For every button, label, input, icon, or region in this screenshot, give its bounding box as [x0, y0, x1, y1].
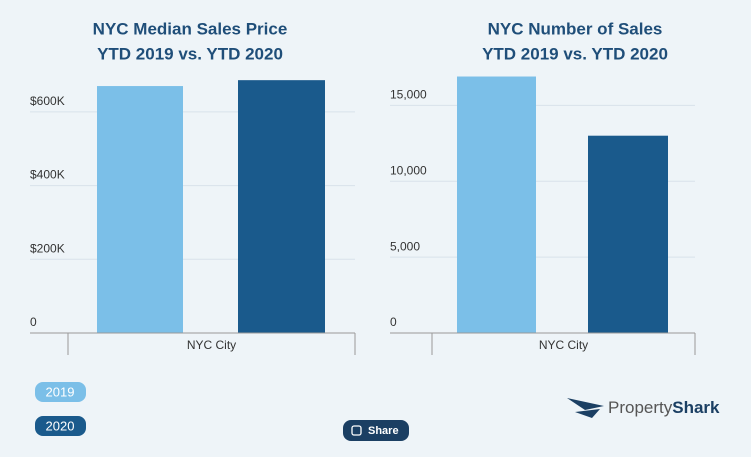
logo-text: PropertyShark	[608, 398, 720, 417]
chart-subtitle: YTD 2019 vs. YTD 2020	[482, 44, 668, 63]
bar	[238, 80, 325, 333]
y-tick-label: 0	[30, 315, 37, 329]
legend-swatch[interactable]	[35, 416, 86, 436]
y-tick-label: 5,000	[390, 239, 420, 253]
chart-title: NYC Median Sales Price	[93, 19, 288, 38]
bar	[588, 135, 668, 333]
share-label[interactable]: Share	[368, 425, 399, 437]
y-tick-label: $600K	[30, 94, 65, 108]
x-tick-label: NYC City	[187, 338, 236, 352]
legend-label[interactable]: 2019	[46, 384, 75, 399]
share-button[interactable]: Share	[343, 420, 409, 441]
bar	[97, 86, 183, 333]
share-button-bg[interactable]	[343, 420, 409, 441]
logo-prefix: Property	[608, 398, 673, 417]
logo: PropertyShark	[567, 398, 720, 418]
chart-title: NYC Number of Sales	[488, 19, 663, 38]
x-tick-label: NYC City	[539, 338, 588, 352]
legend-item[interactable]: 2019	[35, 382, 86, 402]
y-tick-label: $200K	[30, 241, 65, 255]
logo-icon	[567, 398, 604, 418]
legend-label[interactable]: 2020	[46, 418, 75, 433]
share-icon[interactable]	[351, 425, 362, 436]
chart-subtitle: YTD 2019 vs. YTD 2020	[97, 44, 283, 63]
logo-suffix: Shark	[672, 398, 720, 417]
legend-swatch[interactable]	[35, 382, 86, 402]
bar	[457, 76, 536, 334]
legend-item[interactable]: 2020	[35, 416, 86, 436]
y-tick-label: 15,000	[390, 88, 427, 102]
y-tick-label: $400K	[30, 168, 65, 182]
y-tick-label: 0	[390, 315, 397, 329]
y-tick-label: 10,000	[390, 163, 427, 177]
